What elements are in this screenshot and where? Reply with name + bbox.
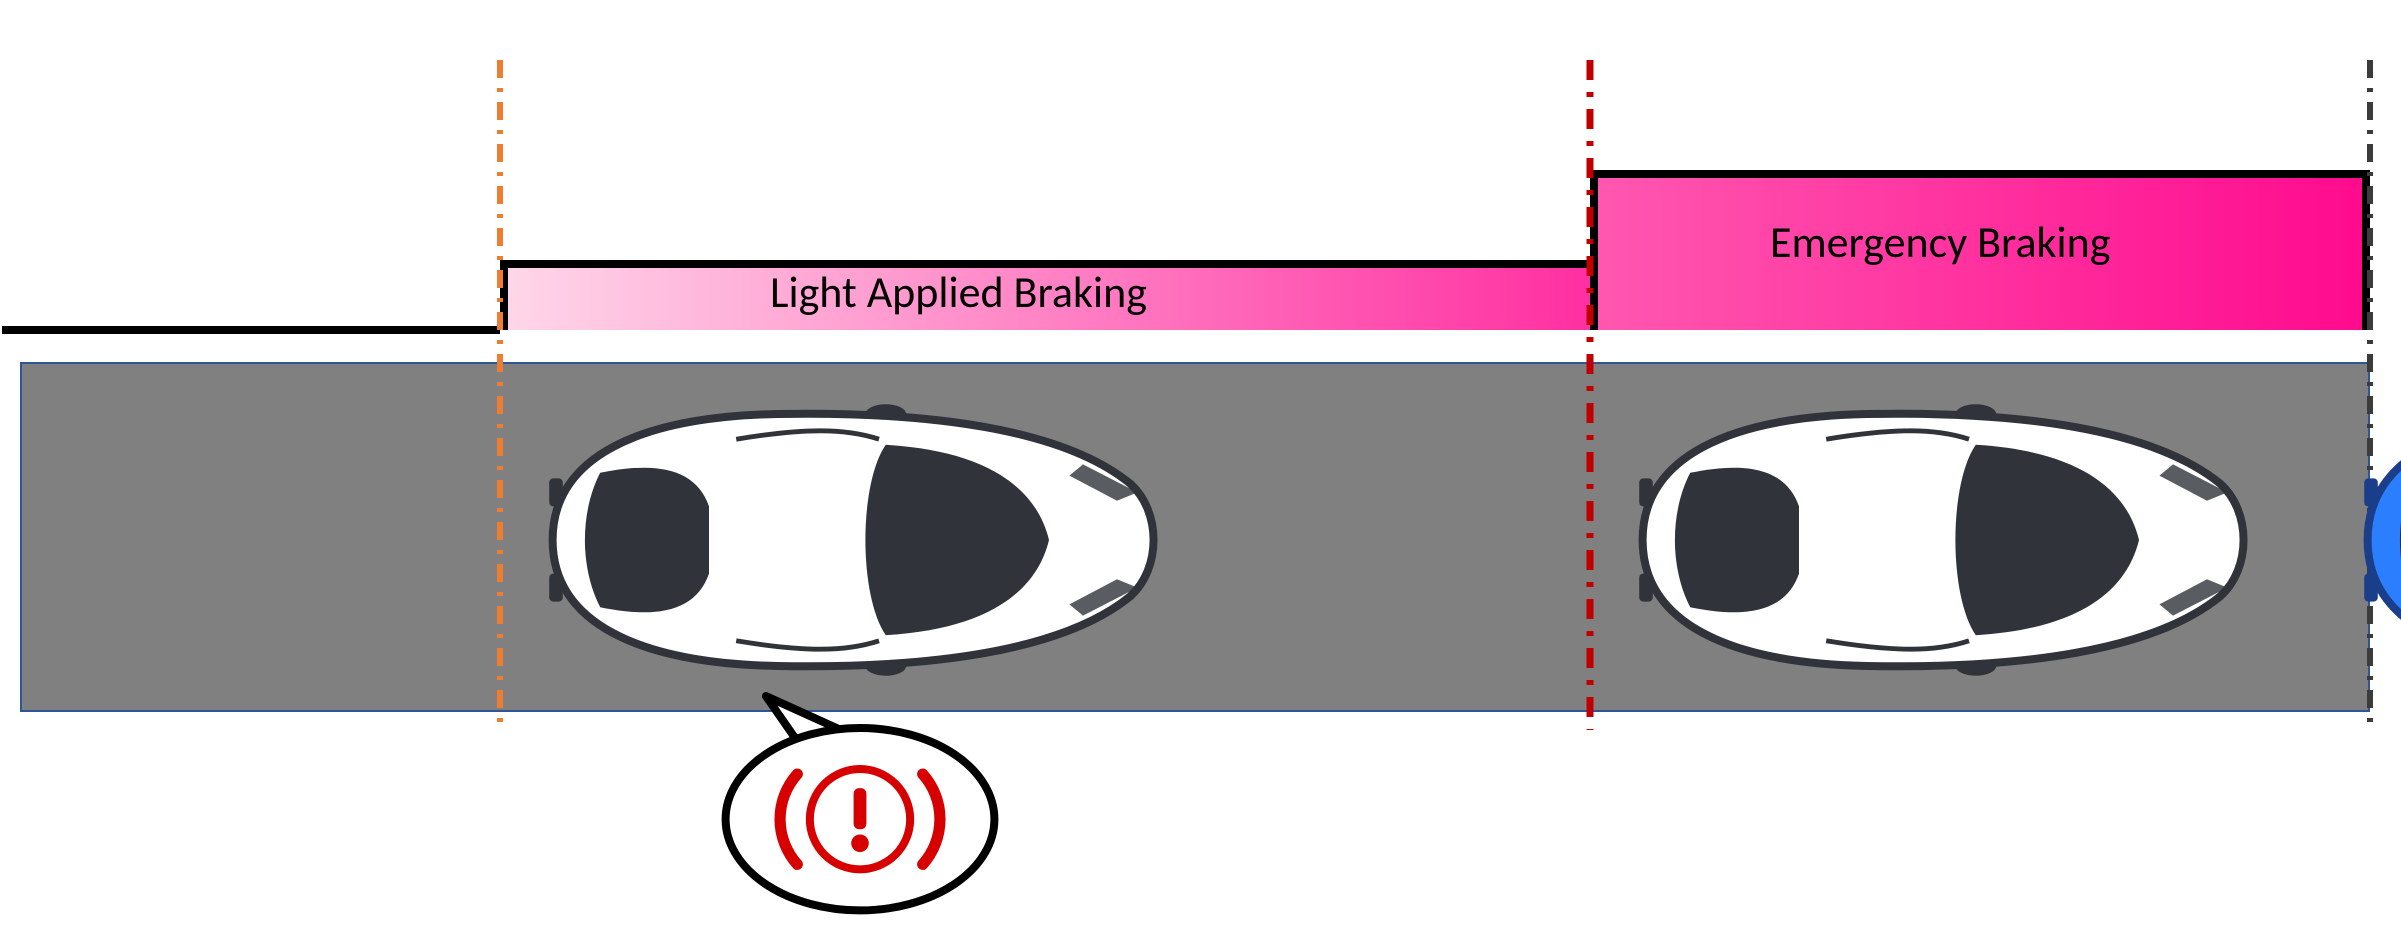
ego-car-warning <box>505 400 1185 680</box>
ego-car-aeb <box>1595 400 2275 680</box>
lead-car <box>2320 400 2401 680</box>
brake-warning-bubble <box>700 680 1020 920</box>
